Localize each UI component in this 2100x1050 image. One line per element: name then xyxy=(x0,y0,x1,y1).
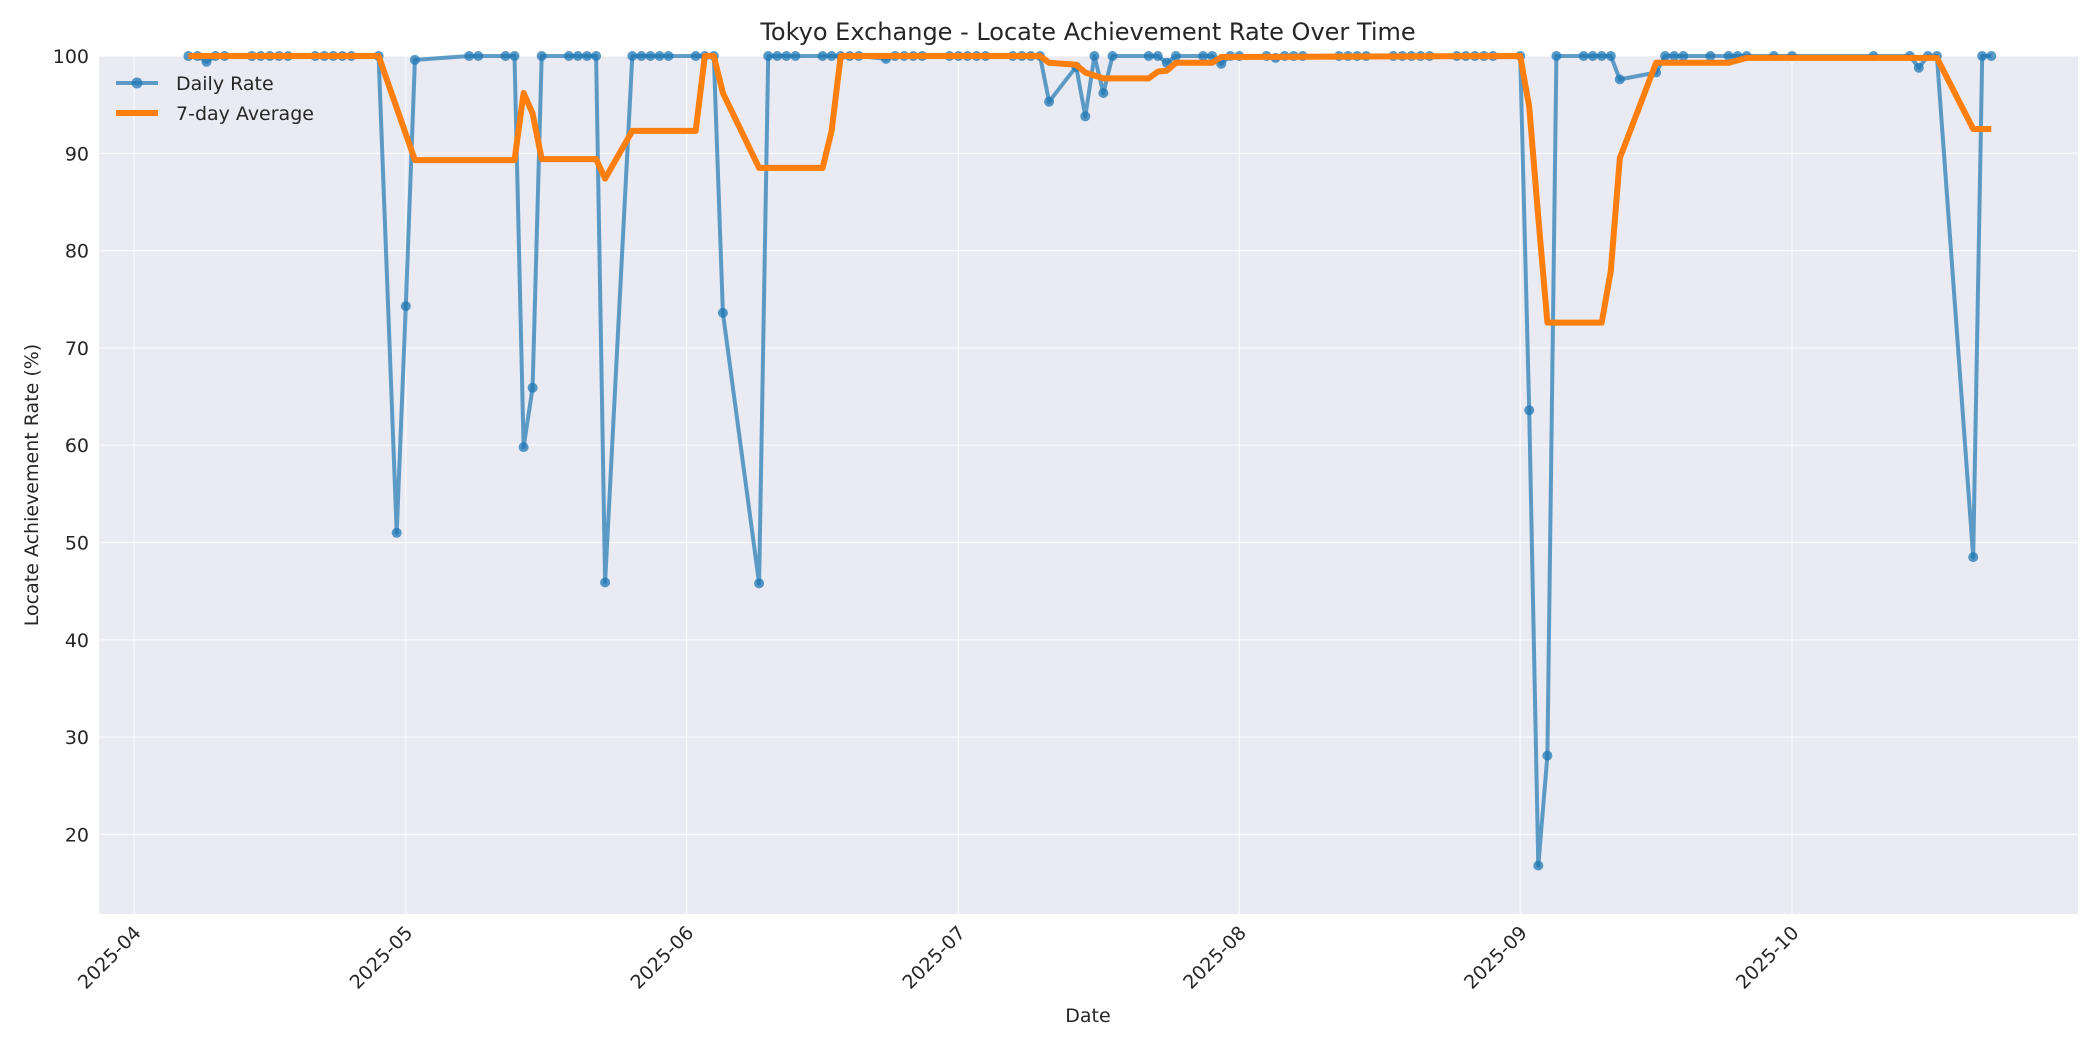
data-point xyxy=(1705,51,1716,61)
data-point xyxy=(1542,750,1553,761)
data-point xyxy=(400,301,411,312)
data-point xyxy=(790,51,801,61)
data-point xyxy=(1198,51,1209,61)
data-point xyxy=(1089,51,1100,61)
data-point xyxy=(1578,51,1589,61)
seven-day-average-line xyxy=(188,53,1992,326)
x-tick-label: 2025-09 xyxy=(1460,922,1532,994)
legend-item-daily-rate: Daily Rate xyxy=(116,73,274,95)
data-point xyxy=(636,51,647,61)
data-point xyxy=(645,51,656,61)
data-point xyxy=(1080,111,1091,122)
y-tick-label: 50 xyxy=(65,533,89,555)
x-tick-label: 2025-05 xyxy=(346,922,418,994)
data-point xyxy=(1551,51,1562,61)
y-tick-label: 70 xyxy=(65,338,89,360)
data-point xyxy=(1587,51,1598,61)
data-point xyxy=(1143,51,1154,61)
data-point xyxy=(1605,51,1616,61)
x-tick-label: 2025-06 xyxy=(627,922,699,994)
data-point xyxy=(663,51,674,61)
x-axis-ticks: 2025-04 2025-05 2025-06 2025-07 2025-08 2025-… xyxy=(74,922,1804,994)
circle-marker-icon xyxy=(131,77,143,89)
x-tick-label: 2025-04 xyxy=(74,922,146,994)
data-point xyxy=(1968,552,1979,563)
y-tick-label: 40 xyxy=(65,630,89,652)
data-point xyxy=(1170,51,1181,61)
data-point xyxy=(1977,51,1988,61)
grid-lines xyxy=(99,55,2078,914)
x-tick-label: 2025-10 xyxy=(1732,922,1804,994)
data-point xyxy=(536,51,547,61)
data-point xyxy=(600,577,611,588)
data-point xyxy=(1614,74,1625,85)
chart-title: Tokyo Exchange - Locate Achievement Rate… xyxy=(760,18,1416,46)
data-point xyxy=(509,51,520,61)
y-tick-label: 30 xyxy=(65,727,89,749)
data-point xyxy=(754,578,765,589)
data-point xyxy=(1098,88,1109,98)
data-point xyxy=(527,382,538,393)
data-point xyxy=(1107,51,1118,61)
y-axis-ticks: 20 30 40 50 60 70 80 90 100 xyxy=(53,46,89,846)
data-point xyxy=(591,51,602,61)
legend-label-daily-rate: Daily Rate xyxy=(176,73,274,95)
data-point xyxy=(1986,51,1997,61)
y-tick-label: 20 xyxy=(65,824,89,846)
data-point xyxy=(763,51,774,61)
data-point xyxy=(409,54,420,65)
data-point xyxy=(201,56,212,67)
data-point xyxy=(781,51,792,61)
data-point xyxy=(1152,51,1163,61)
data-point xyxy=(826,51,837,61)
data-point xyxy=(1596,51,1607,61)
y-tick-label: 60 xyxy=(65,435,89,457)
legend-item-seven-day-average: 7-day Average xyxy=(116,103,314,125)
data-point xyxy=(572,51,583,61)
data-point xyxy=(1524,405,1535,416)
data-point xyxy=(772,51,783,61)
data-point xyxy=(817,51,828,61)
y-tick-label: 90 xyxy=(65,143,89,165)
data-point xyxy=(391,527,402,538)
legend-label-seven-day-average: 7-day Average xyxy=(176,103,314,125)
data-point xyxy=(1044,96,1055,107)
data-point xyxy=(690,51,701,61)
data-point xyxy=(627,51,638,61)
data-point xyxy=(1669,51,1680,61)
y-tick-label: 100 xyxy=(53,46,89,68)
data-point xyxy=(464,51,475,61)
x-tick-label: 2025-07 xyxy=(898,922,970,994)
y-axis-label: Locate Achievement Rate (%) xyxy=(21,344,43,626)
data-point xyxy=(654,51,665,61)
data-point xyxy=(1678,51,1689,61)
data-point xyxy=(473,51,484,61)
data-point xyxy=(563,51,574,61)
legend: Daily Rate 7-day Average xyxy=(116,73,314,125)
data-point xyxy=(500,51,511,61)
x-axis-label: Date xyxy=(1065,1005,1110,1027)
y-tick-label: 80 xyxy=(65,241,89,263)
data-point xyxy=(1533,860,1544,871)
plot-area xyxy=(99,56,2078,914)
data-point xyxy=(518,442,529,453)
data-point xyxy=(717,307,728,318)
data-point xyxy=(582,51,592,61)
data-point xyxy=(1723,51,1734,61)
data-point xyxy=(1913,62,1924,73)
data-point xyxy=(1660,51,1671,61)
x-tick-label: 2025-08 xyxy=(1179,922,1251,994)
